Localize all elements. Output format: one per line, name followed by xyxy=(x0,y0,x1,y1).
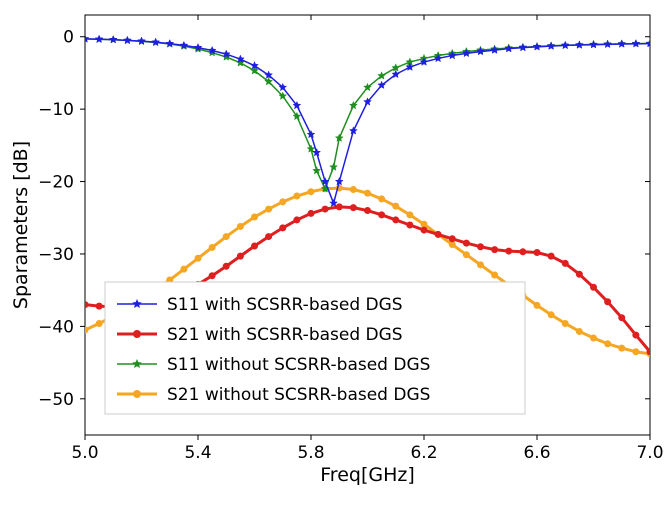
legend-label-s11_with: S11 with SCSRR-based DGS xyxy=(167,295,403,315)
chart-svg: 5.0 5.4 5.8 6.2 6.6 7.0 −50 −40 −30 −20 −10 0 Freq[G… xyxy=(0,0,670,506)
legend-label-s21_with: S21 with SCSRR-based DGS xyxy=(167,325,403,345)
svg-text:5.0: 5.0 xyxy=(71,443,98,463)
svg-text:5.8: 5.8 xyxy=(297,443,324,463)
svg-text:−50: −50 xyxy=(38,390,74,410)
svg-text:6.6: 6.6 xyxy=(523,443,550,463)
y-axis-label: Sparameters [dB] xyxy=(10,141,32,309)
svg-text:−10: −10 xyxy=(38,100,74,120)
svg-text:−40: −40 xyxy=(38,317,74,337)
legend-label-s21_without: S21 without SCSRR-based DGS xyxy=(167,385,430,405)
svg-text:5.4: 5.4 xyxy=(184,443,211,463)
svg-text:−20: −20 xyxy=(38,173,74,193)
sparameter-chart: 5.0 5.4 5.8 6.2 6.6 7.0 −50 −40 −30 −20 −10 0 Freq[G… xyxy=(0,0,670,506)
svg-text:6.2: 6.2 xyxy=(410,443,437,463)
svg-text:−30: −30 xyxy=(38,245,74,265)
legend-label-s11_without: S11 without SCSRR-based DGS xyxy=(167,355,430,375)
svg-text:7.0: 7.0 xyxy=(636,443,663,463)
x-axis-label: Freq[GHz] xyxy=(320,464,415,486)
svg-text:0: 0 xyxy=(63,28,74,48)
